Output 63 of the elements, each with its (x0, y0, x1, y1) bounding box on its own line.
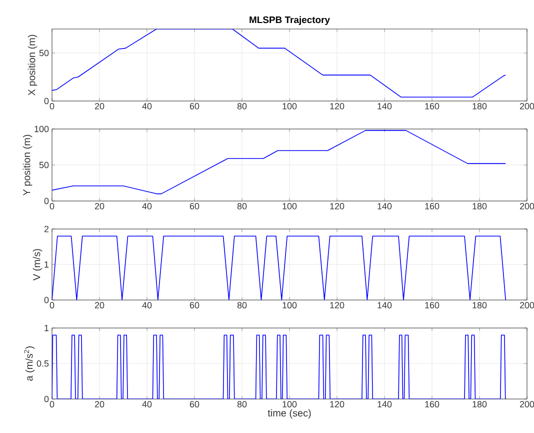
x-tick-label: 80 (237, 302, 247, 308)
chart-title: MLSPB Trajectory (250, 16, 330, 25)
x-tick-label: 120 (330, 103, 344, 110)
x-tick-label: 0 (50, 401, 54, 408)
y-axis-title: Y position (m) (22, 134, 32, 196)
x-tick-label: 80 (237, 401, 247, 408)
x-axis-title: time (sec) (268, 409, 311, 418)
x-tick-label: 160 (425, 203, 440, 210)
x-tick-label: 20 (94, 103, 104, 110)
x-tick-label: 120 (330, 203, 344, 210)
y-tick-label: 0 (44, 98, 49, 104)
y-tick-label: 50 (39, 50, 49, 56)
x-tick-label: 100 (282, 302, 297, 308)
y-tick-label: 100 (34, 126, 49, 132)
y-axis-title: a (m/s$^{2}$) (24, 346, 35, 381)
x-tick-label: 40 (142, 103, 152, 110)
x-tick-label: 40 (142, 203, 152, 210)
x-tick-label: 60 (190, 103, 200, 110)
x-tick-label: 160 (425, 401, 440, 408)
x-tick-label: 100 (282, 401, 297, 408)
y-axis-title: X position (m) (28, 34, 38, 96)
x-tick-label: 0 (50, 103, 54, 110)
y-tick-label: 0 (44, 296, 49, 304)
x-tick-label: 60 (190, 302, 200, 308)
x-tick-label: 160 (425, 103, 440, 110)
y-tick-label: 50 (39, 162, 49, 168)
x-tick-label: 120 (330, 401, 344, 408)
x-tick-label: 40 (142, 302, 152, 308)
x-tick-label: 160 (425, 302, 440, 308)
x-tick-label: 140 (378, 401, 392, 408)
x-tick-label: 200 (520, 203, 534, 210)
y-tick-label: 2 (44, 226, 49, 232)
y-tick-label: 0 (44, 396, 49, 402)
y-tick-label: 1 (44, 324, 49, 332)
x-tick-label: 60 (190, 401, 200, 408)
x-tick-label: 200 (520, 302, 534, 308)
x-tick-label: 100 (282, 103, 297, 110)
x-tick-label: 140 (378, 103, 392, 110)
x-tick-label: 120 (330, 302, 344, 308)
x-tick-label: 180 (472, 302, 487, 308)
x-tick-label: 20 (94, 401, 104, 408)
x-tick-label: 0 (50, 203, 54, 210)
x-tick-label: 140 (378, 302, 392, 308)
x-tick-label: 80 (237, 203, 247, 210)
y-tick-label: 0.5 (36, 360, 49, 367)
x-tick-label: 80 (237, 103, 247, 110)
x-tick-label: 60 (190, 203, 200, 210)
x-tick-label: 20 (94, 203, 104, 210)
x-tick-label: 140 (378, 203, 392, 210)
x-tick-label: 180 (472, 401, 487, 408)
x-tick-label: 180 (472, 203, 487, 210)
x-tick-label: 20 (94, 302, 104, 308)
line-series (52, 130, 506, 194)
line-series (52, 28, 506, 98)
x-tick-label: 0 (50, 302, 54, 308)
x-tick-label: 100 (282, 203, 297, 210)
x-tick-label: 200 (520, 103, 534, 110)
y-axis-title: V (m/s) (32, 249, 42, 280)
x-tick-label: 180 (472, 103, 487, 110)
y-tick-label: 1 (44, 261, 49, 268)
y-tick-label: 0 (44, 198, 49, 204)
x-tick-label: 200 (520, 401, 534, 408)
x-tick-label: 40 (142, 401, 152, 408)
